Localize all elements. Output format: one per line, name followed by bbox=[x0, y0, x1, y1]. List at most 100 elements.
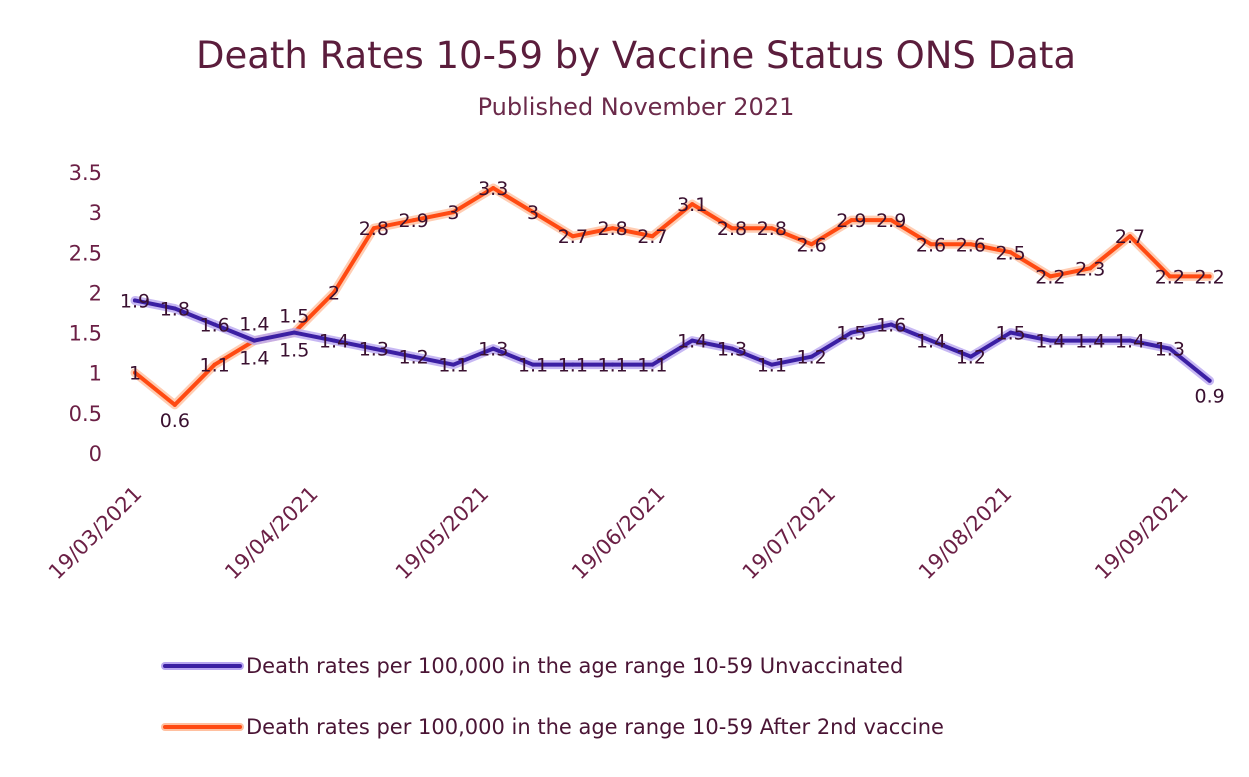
data-point bbox=[133, 298, 137, 303]
chart-title: Death Rates 10-59 by Vaccine Status ONS … bbox=[196, 34, 1076, 77]
data-point bbox=[252, 338, 257, 343]
data-label: 1.5 bbox=[995, 323, 1025, 345]
data-label: 1.3 bbox=[478, 339, 508, 361]
x-tick-label: 19/05/2021 bbox=[391, 482, 494, 585]
data-point bbox=[650, 362, 655, 367]
data-label: 2.7 bbox=[637, 226, 667, 248]
data-point bbox=[690, 202, 695, 207]
data-label: 2.2 bbox=[1194, 266, 1224, 288]
data-label: 1.3 bbox=[359, 339, 389, 361]
data-point bbox=[650, 234, 655, 239]
data-label: 2.8 bbox=[597, 218, 627, 240]
data-label: 1.2 bbox=[398, 347, 428, 369]
data-label: 2.3 bbox=[1075, 258, 1105, 280]
data-point bbox=[1088, 338, 1093, 343]
data-point bbox=[889, 218, 894, 223]
plot-area bbox=[130, 183, 1215, 410]
data-label: 1.9 bbox=[120, 290, 150, 312]
data-point bbox=[1207, 378, 1212, 383]
data-point bbox=[968, 242, 973, 247]
data-label: 2.8 bbox=[757, 218, 787, 240]
data-point bbox=[451, 362, 456, 367]
data-label: 1.1 bbox=[558, 355, 588, 377]
data-point bbox=[332, 338, 336, 343]
data-point bbox=[690, 338, 695, 343]
data-label: 2.6 bbox=[956, 234, 986, 256]
data-point bbox=[1048, 338, 1053, 343]
data-point bbox=[1088, 266, 1093, 271]
y-tick-label: 2 bbox=[89, 281, 102, 305]
data-point bbox=[730, 346, 734, 351]
data-label: 3.3 bbox=[478, 178, 508, 200]
data-label: 3 bbox=[447, 202, 459, 224]
data-point bbox=[769, 362, 774, 367]
series-line-after-2nd-vaccine bbox=[133, 186, 1212, 407]
data-point bbox=[1207, 274, 1212, 279]
data-label: 1.4 bbox=[319, 331, 349, 353]
data-label: 1.1 bbox=[757, 355, 787, 377]
data-label: 2.8 bbox=[359, 218, 389, 240]
series-line-unvaccinated bbox=[133, 298, 1212, 383]
y-tick-label: 0.5 bbox=[69, 402, 102, 426]
data-point bbox=[1128, 234, 1132, 239]
data-label: 1.5 bbox=[279, 340, 309, 362]
x-tick-label: 19/08/2021 bbox=[914, 482, 1017, 585]
data-point bbox=[411, 354, 416, 359]
data-point bbox=[332, 290, 336, 295]
data-label: 2.8 bbox=[717, 218, 747, 240]
data-label: 2.9 bbox=[876, 210, 906, 232]
x-tick-label: 19/04/2021 bbox=[220, 482, 323, 585]
data-label: 2.7 bbox=[558, 226, 588, 248]
data-label: 2.6 bbox=[796, 234, 826, 256]
data-label: 2.9 bbox=[398, 210, 428, 232]
data-label: 2.2 bbox=[1035, 266, 1065, 288]
data-label: 1.4 bbox=[916, 331, 946, 353]
data-label: 2.6 bbox=[916, 234, 946, 256]
data-point bbox=[610, 362, 615, 367]
data-label: 2.9 bbox=[836, 210, 866, 232]
data-label: 1.2 bbox=[956, 347, 986, 369]
data-point bbox=[1167, 346, 1172, 351]
data-label: 1.5 bbox=[836, 323, 866, 345]
data-label: 3.1 bbox=[677, 194, 707, 216]
data-point bbox=[610, 226, 615, 231]
legend-label: Death rates per 100,000 in the age range… bbox=[246, 715, 944, 739]
data-label: 1.8 bbox=[160, 298, 190, 320]
y-tick-label: 3 bbox=[89, 201, 102, 225]
data-labels: 1 0.6 1.1 1.4 1.5 2 2.8 2.9 3 3.3 3 2.7 2.8 2.7 3.1 2.8… bbox=[120, 178, 1225, 432]
x-tick-label: 19/09/2021 bbox=[1090, 482, 1193, 585]
data-label: 3 bbox=[527, 202, 539, 224]
data-label: 1.4 bbox=[1075, 331, 1105, 353]
data-point bbox=[809, 242, 814, 247]
data-label: 1.3 bbox=[717, 339, 747, 361]
data-label: 1 bbox=[129, 363, 141, 385]
data-label: 1.4 bbox=[1035, 331, 1065, 353]
data-point bbox=[172, 402, 177, 407]
data-point bbox=[769, 226, 774, 231]
data-label: 1.1 bbox=[518, 355, 548, 377]
data-point bbox=[491, 186, 496, 191]
data-point bbox=[1008, 250, 1013, 255]
data-point bbox=[531, 362, 535, 367]
y-tick-label: 1 bbox=[89, 362, 102, 386]
data-point bbox=[1008, 330, 1013, 335]
x-tick-label: 19/03/2021 bbox=[44, 482, 147, 585]
data-point bbox=[889, 322, 894, 327]
data-point bbox=[491, 346, 496, 351]
data-point bbox=[929, 338, 933, 343]
data-point bbox=[1167, 274, 1172, 279]
data-label: 1.4 bbox=[239, 314, 269, 336]
data-label: 1.1 bbox=[438, 355, 468, 377]
data-point bbox=[1048, 274, 1053, 279]
data-label: 1.5 bbox=[279, 306, 309, 328]
data-label: 1.4 bbox=[677, 331, 707, 353]
x-tick-label: 19/06/2021 bbox=[567, 482, 670, 585]
data-point bbox=[212, 322, 217, 327]
data-point bbox=[371, 346, 376, 351]
data-point bbox=[531, 210, 535, 215]
legend-label: Death rates per 100,000 in the age range… bbox=[246, 654, 903, 678]
data-point bbox=[730, 226, 734, 231]
data-label: 1.3 bbox=[1155, 339, 1185, 361]
data-point bbox=[570, 362, 575, 367]
